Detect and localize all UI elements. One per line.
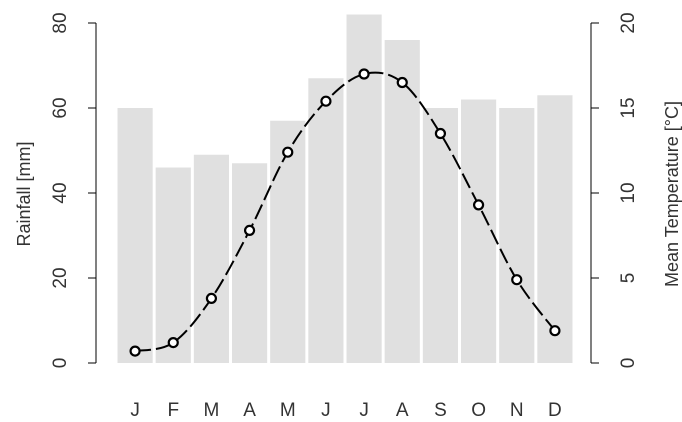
right-tick-label: 10	[618, 182, 639, 203]
month-label: A	[243, 400, 256, 421]
left-tick-label: 0	[50, 358, 71, 369]
temperature-point-10	[472, 199, 485, 211]
month-label: D	[548, 400, 562, 421]
temperature-series	[129, 68, 561, 357]
rainfall-bar-6	[308, 78, 344, 363]
temperature-point-5	[282, 146, 294, 158]
month-label: S	[434, 400, 447, 421]
rainfall-bar-1	[117, 108, 153, 363]
temperature-point-8	[396, 76, 408, 89]
rainfall-bars	[117, 14, 573, 363]
rainfall-bar-2	[155, 167, 191, 363]
rainfall-bar-8	[384, 40, 420, 363]
rainfall-bar-3	[193, 154, 229, 363]
right-tick-label: 20	[618, 12, 639, 33]
rainfall-bar-7	[346, 14, 382, 363]
left-tick-label: 60	[50, 97, 71, 118]
temperature-point-3	[205, 292, 218, 304]
left-axis-title: Rainfall [mm]	[14, 141, 34, 246]
rainfall-bar-11	[499, 108, 535, 363]
month-label: N	[510, 400, 524, 421]
left-axis: Rainfall [mm] 0 20 40 60 80	[14, 12, 97, 369]
left-tick-label: 40	[50, 182, 71, 203]
month-label: M	[280, 400, 296, 421]
month-label: J	[321, 400, 331, 421]
month-label: A	[396, 400, 409, 421]
temperature-point-11	[511, 274, 523, 286]
month-label: J	[130, 400, 140, 421]
right-tick-label: 0	[618, 358, 639, 369]
temperature-point-12	[549, 325, 561, 337]
left-tick-label: 80	[50, 12, 71, 33]
temperature-point-7	[358, 68, 370, 80]
temperature-point-9	[434, 127, 447, 140]
rainfall-bar-5	[270, 120, 306, 363]
month-label: M	[204, 400, 220, 421]
rainfall-bar-4	[232, 163, 268, 363]
temperature-point-4	[243, 224, 256, 236]
temperature-point-2	[167, 337, 179, 349]
left-tick-label: 20	[50, 267, 71, 288]
rainfall-bar-9	[422, 108, 458, 363]
right-axis-title: Mean Temperature [°C]	[662, 101, 682, 287]
rainfall-bar-10	[461, 99, 497, 363]
temperature-point-1	[129, 345, 141, 357]
rainfall-bar-12	[537, 95, 573, 363]
right-axis: Mean Temperature [°C] 0 5 10 15 20	[590, 12, 682, 369]
month-label: O	[471, 400, 486, 421]
right-tick-label: 5	[618, 273, 639, 284]
month-label: J	[359, 400, 369, 421]
right-tick-label: 15	[618, 97, 639, 118]
temperature-point-6	[320, 95, 332, 107]
month-label: F	[167, 400, 179, 421]
